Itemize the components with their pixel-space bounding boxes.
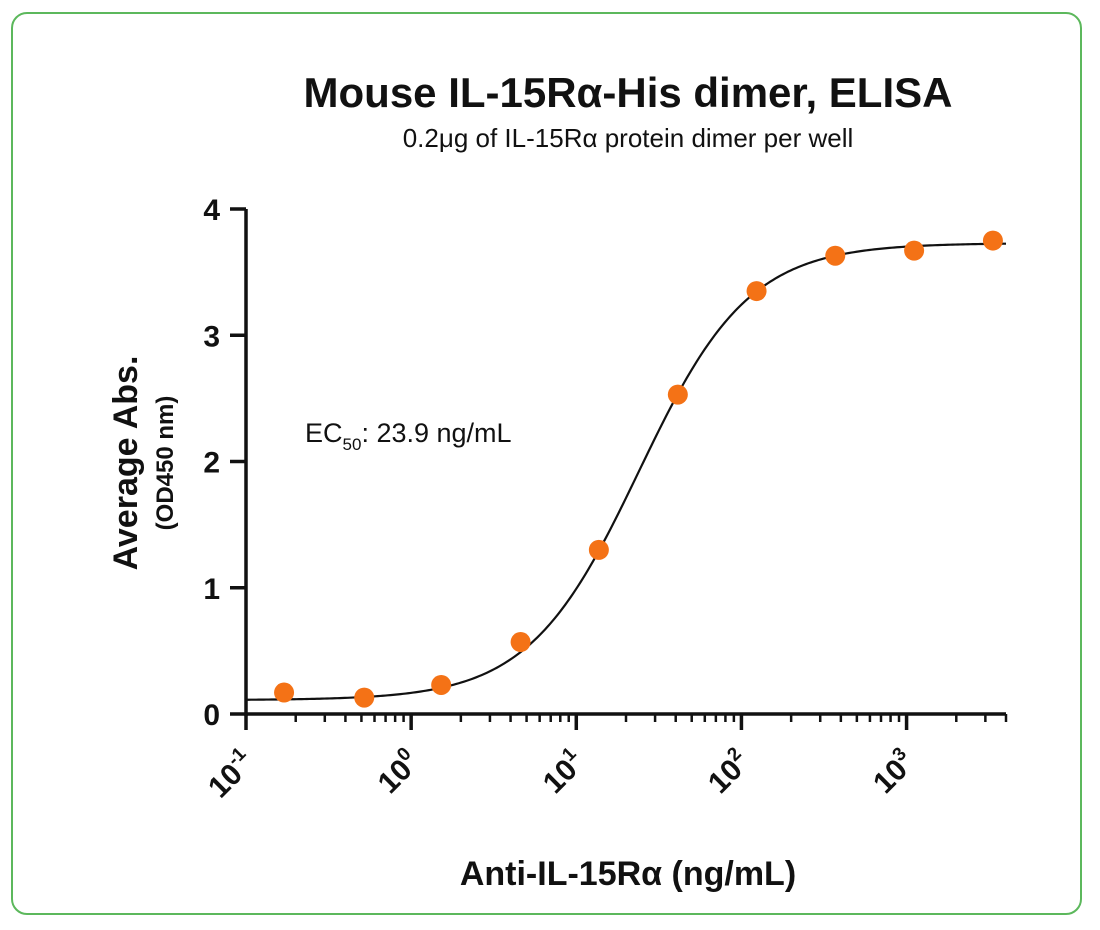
data-point — [431, 674, 452, 695]
ec50-prefix: EC — [305, 418, 343, 448]
y-axis-title: Average Abs. (OD450 nm) — [107, 356, 179, 571]
data-point — [982, 230, 1003, 251]
data-point — [825, 245, 846, 266]
ec50-subscript: 50 — [343, 435, 362, 454]
x-tick-label: 102 — [700, 743, 757, 800]
axes: 0 1 2 3 4 10-1 100 101 102 103 — [200, 194, 1008, 805]
y-tick-label: 3 — [203, 320, 220, 353]
y-tick-label: 2 — [203, 447, 220, 480]
fit-curve-layer — [245, 242, 1007, 701]
x-tick-label: 100 — [370, 743, 427, 800]
ec50-annotation: EC50: 23.9 ng/mL — [305, 418, 512, 454]
data-point — [746, 281, 767, 302]
data-point — [904, 240, 925, 261]
data-point — [274, 682, 295, 703]
chart-title: Mouse IL-15Rα-His dimer, ELISA — [304, 69, 953, 116]
y-tick-label: 4 — [203, 194, 220, 227]
data-points — [274, 230, 1003, 708]
x-axis-label: Anti-IL-15Rα (ng/mL) — [460, 855, 796, 893]
data-point — [588, 539, 609, 560]
y-tick-label: 0 — [203, 699, 220, 732]
fit-curve — [245, 242, 1007, 701]
x-tick-label: 10-1 — [200, 743, 261, 804]
data-point — [510, 632, 531, 653]
x-tick-label: 103 — [865, 743, 922, 800]
y-axis-sublabel: (OD450 nm) — [152, 396, 179, 531]
data-point — [667, 384, 688, 405]
chart-subtitle: 0.2μg of IL-15Rα protein dimer per well — [403, 123, 854, 153]
x-tick-label: 101 — [535, 743, 592, 800]
y-axis-label: Average Abs. — [107, 356, 145, 571]
ec50-value: : 23.9 ng/mL — [361, 418, 511, 448]
y-tick-label: 1 — [203, 573, 220, 606]
data-point — [354, 687, 375, 708]
chart-frame — [11, 12, 1082, 915]
